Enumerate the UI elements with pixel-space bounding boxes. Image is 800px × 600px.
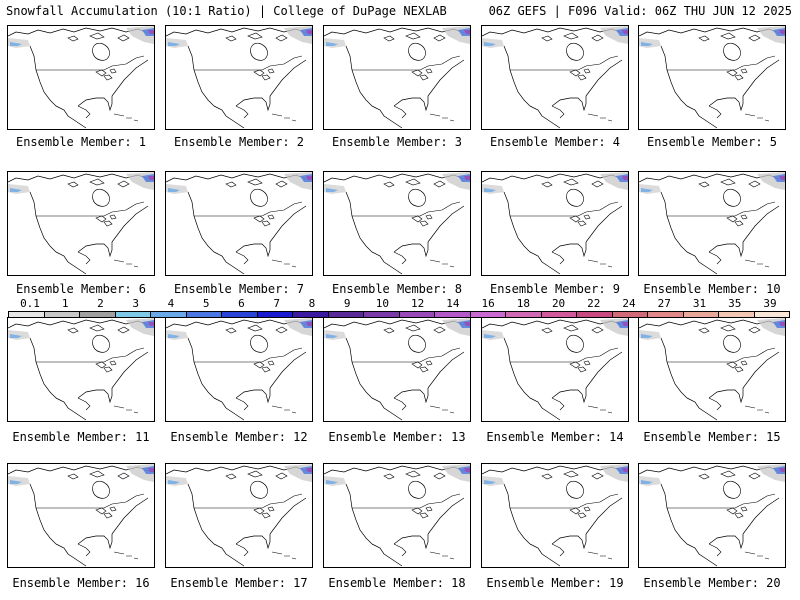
colorbar-tick-label: 16 [481, 297, 495, 310]
colorbar-tick-label: 31 [692, 297, 707, 310]
ensemble-member-label: Ensemble Member: 9 [489, 282, 621, 296]
ensemble-member-map [638, 25, 786, 130]
ensemble-member-map [7, 463, 155, 568]
colorbar-swatch [648, 312, 684, 317]
map-title: Snowfall Accumulation (10:1 Ratio) | Col… [6, 4, 447, 18]
colorbar-tick-label: 9 [343, 297, 351, 310]
colorbar-tick-label: 24 [622, 297, 636, 310]
ensemble-member-label: Ensemble Member: 10 [643, 282, 781, 296]
colorbar-tick-label: 12 [410, 297, 425, 310]
ensemble-member-map [7, 317, 155, 422]
colorbar-tick-label: 27 [657, 297, 671, 310]
colorbar-swatch [719, 312, 755, 317]
colorbar-tick-label: 22 [587, 297, 601, 310]
ensemble-member-map [323, 317, 471, 422]
colorbar-swatch [80, 312, 116, 317]
ensemble-member-label: Ensemble Member: 18 [328, 576, 466, 590]
colorbar-swatch [257, 312, 293, 317]
colorbar-tick-label: 18 [516, 297, 530, 310]
colorbar-swatch [612, 312, 648, 317]
ensemble-member-label: Ensemble Member: 4 [489, 135, 621, 149]
ensemble-member-label: Ensemble Member: 13 [328, 430, 466, 444]
colorbar-tick-label: 10 [375, 297, 389, 310]
ensemble-member-label: Ensemble Member: 20 [643, 576, 781, 590]
colorbar-swatch [151, 312, 187, 317]
ensemble-member-label: Ensemble Member: 8 [331, 282, 463, 296]
colorbar-tick-label: 39 [763, 297, 777, 310]
ensemble-member-map [165, 463, 313, 568]
colorbar-swatch [754, 312, 789, 317]
ensemble-member-label: Ensemble Member: 7 [173, 282, 305, 296]
ensemble-member-map [481, 25, 629, 130]
colorbar-swatch [399, 312, 435, 317]
ensemble-member-map [323, 171, 471, 276]
ensemble-member-label: Ensemble Member: 16 [12, 576, 150, 590]
ensemble-member-map [638, 171, 786, 276]
colorbar-tick-label: 5 [202, 297, 210, 310]
ensemble-member-map [323, 25, 471, 130]
ensemble-member-label: Ensemble Member: 2 [173, 135, 305, 149]
colorbar-tick-label: 3 [132, 297, 140, 310]
ensemble-member-map [165, 25, 313, 130]
ensemble-member-label: Ensemble Member: 3 [331, 135, 463, 149]
model-valid-time: 06Z GEFS | F096 Valid: 06Z THU JUN 12 20… [488, 4, 792, 18]
colorbar-swatch [577, 312, 613, 317]
colorbar-swatch [328, 312, 364, 317]
colorbar-tick-label: 14 [446, 297, 460, 310]
ensemble-member-label: Ensemble Member: 6 [15, 282, 147, 296]
ensemble-member-map [165, 317, 313, 422]
ensemble-member-map [481, 463, 629, 568]
colorbar-tick-label: 7 [273, 297, 280, 310]
ensemble-member-map [165, 171, 313, 276]
ensemble-member-label: Ensemble Member: 1 [15, 135, 147, 149]
ensemble-member-label: Ensemble Member: 12 [170, 430, 308, 444]
colorbar-swatch [293, 312, 329, 317]
ensemble-member-map [638, 463, 786, 568]
colorbar-swatch [9, 312, 45, 317]
colorbar-swatch [435, 312, 471, 317]
colorbar-swatch [115, 312, 151, 317]
ensemble-member-label: Ensemble Member: 15 [643, 430, 781, 444]
colorbar-tick-label: 2 [97, 297, 104, 310]
colorbar-swatch [683, 312, 719, 317]
colorbar-tick-label: 0.1 [20, 297, 40, 310]
colorbar-tick-label: 6 [238, 297, 245, 310]
ensemble-member-label: Ensemble Member: 5 [646, 135, 778, 149]
ensemble-member-map [7, 25, 155, 130]
colorbar-swatch [186, 312, 222, 317]
ensemble-member-label: Ensemble Member: 19 [486, 576, 624, 590]
colorbar-tick-label: 1 [61, 297, 69, 310]
colorbar-swatch [44, 312, 80, 317]
colorbar-swatch [541, 312, 577, 317]
ensemble-member-map [481, 171, 629, 276]
colorbar-tick-label: 35 [728, 297, 742, 310]
ensemble-member-map [323, 463, 471, 568]
ensemble-member-label: Ensemble Member: 11 [12, 430, 150, 444]
colorbar-swatch [222, 312, 258, 317]
snowfall-colorbar [8, 311, 790, 318]
colorbar-swatch [470, 312, 506, 317]
colorbar-swatch [364, 312, 400, 317]
colorbar-tick-label: 20 [551, 297, 566, 310]
ensemble-member-label: Ensemble Member: 17 [170, 576, 308, 590]
ensemble-member-map [481, 317, 629, 422]
ensemble-member-map [7, 171, 155, 276]
ensemble-member-map [638, 317, 786, 422]
ensemble-member-label: Ensemble Member: 14 [486, 430, 624, 444]
colorbar-swatch [506, 312, 542, 317]
colorbar-tick-label: 4 [167, 297, 175, 310]
colorbar-tick-label: 8 [308, 297, 316, 310]
